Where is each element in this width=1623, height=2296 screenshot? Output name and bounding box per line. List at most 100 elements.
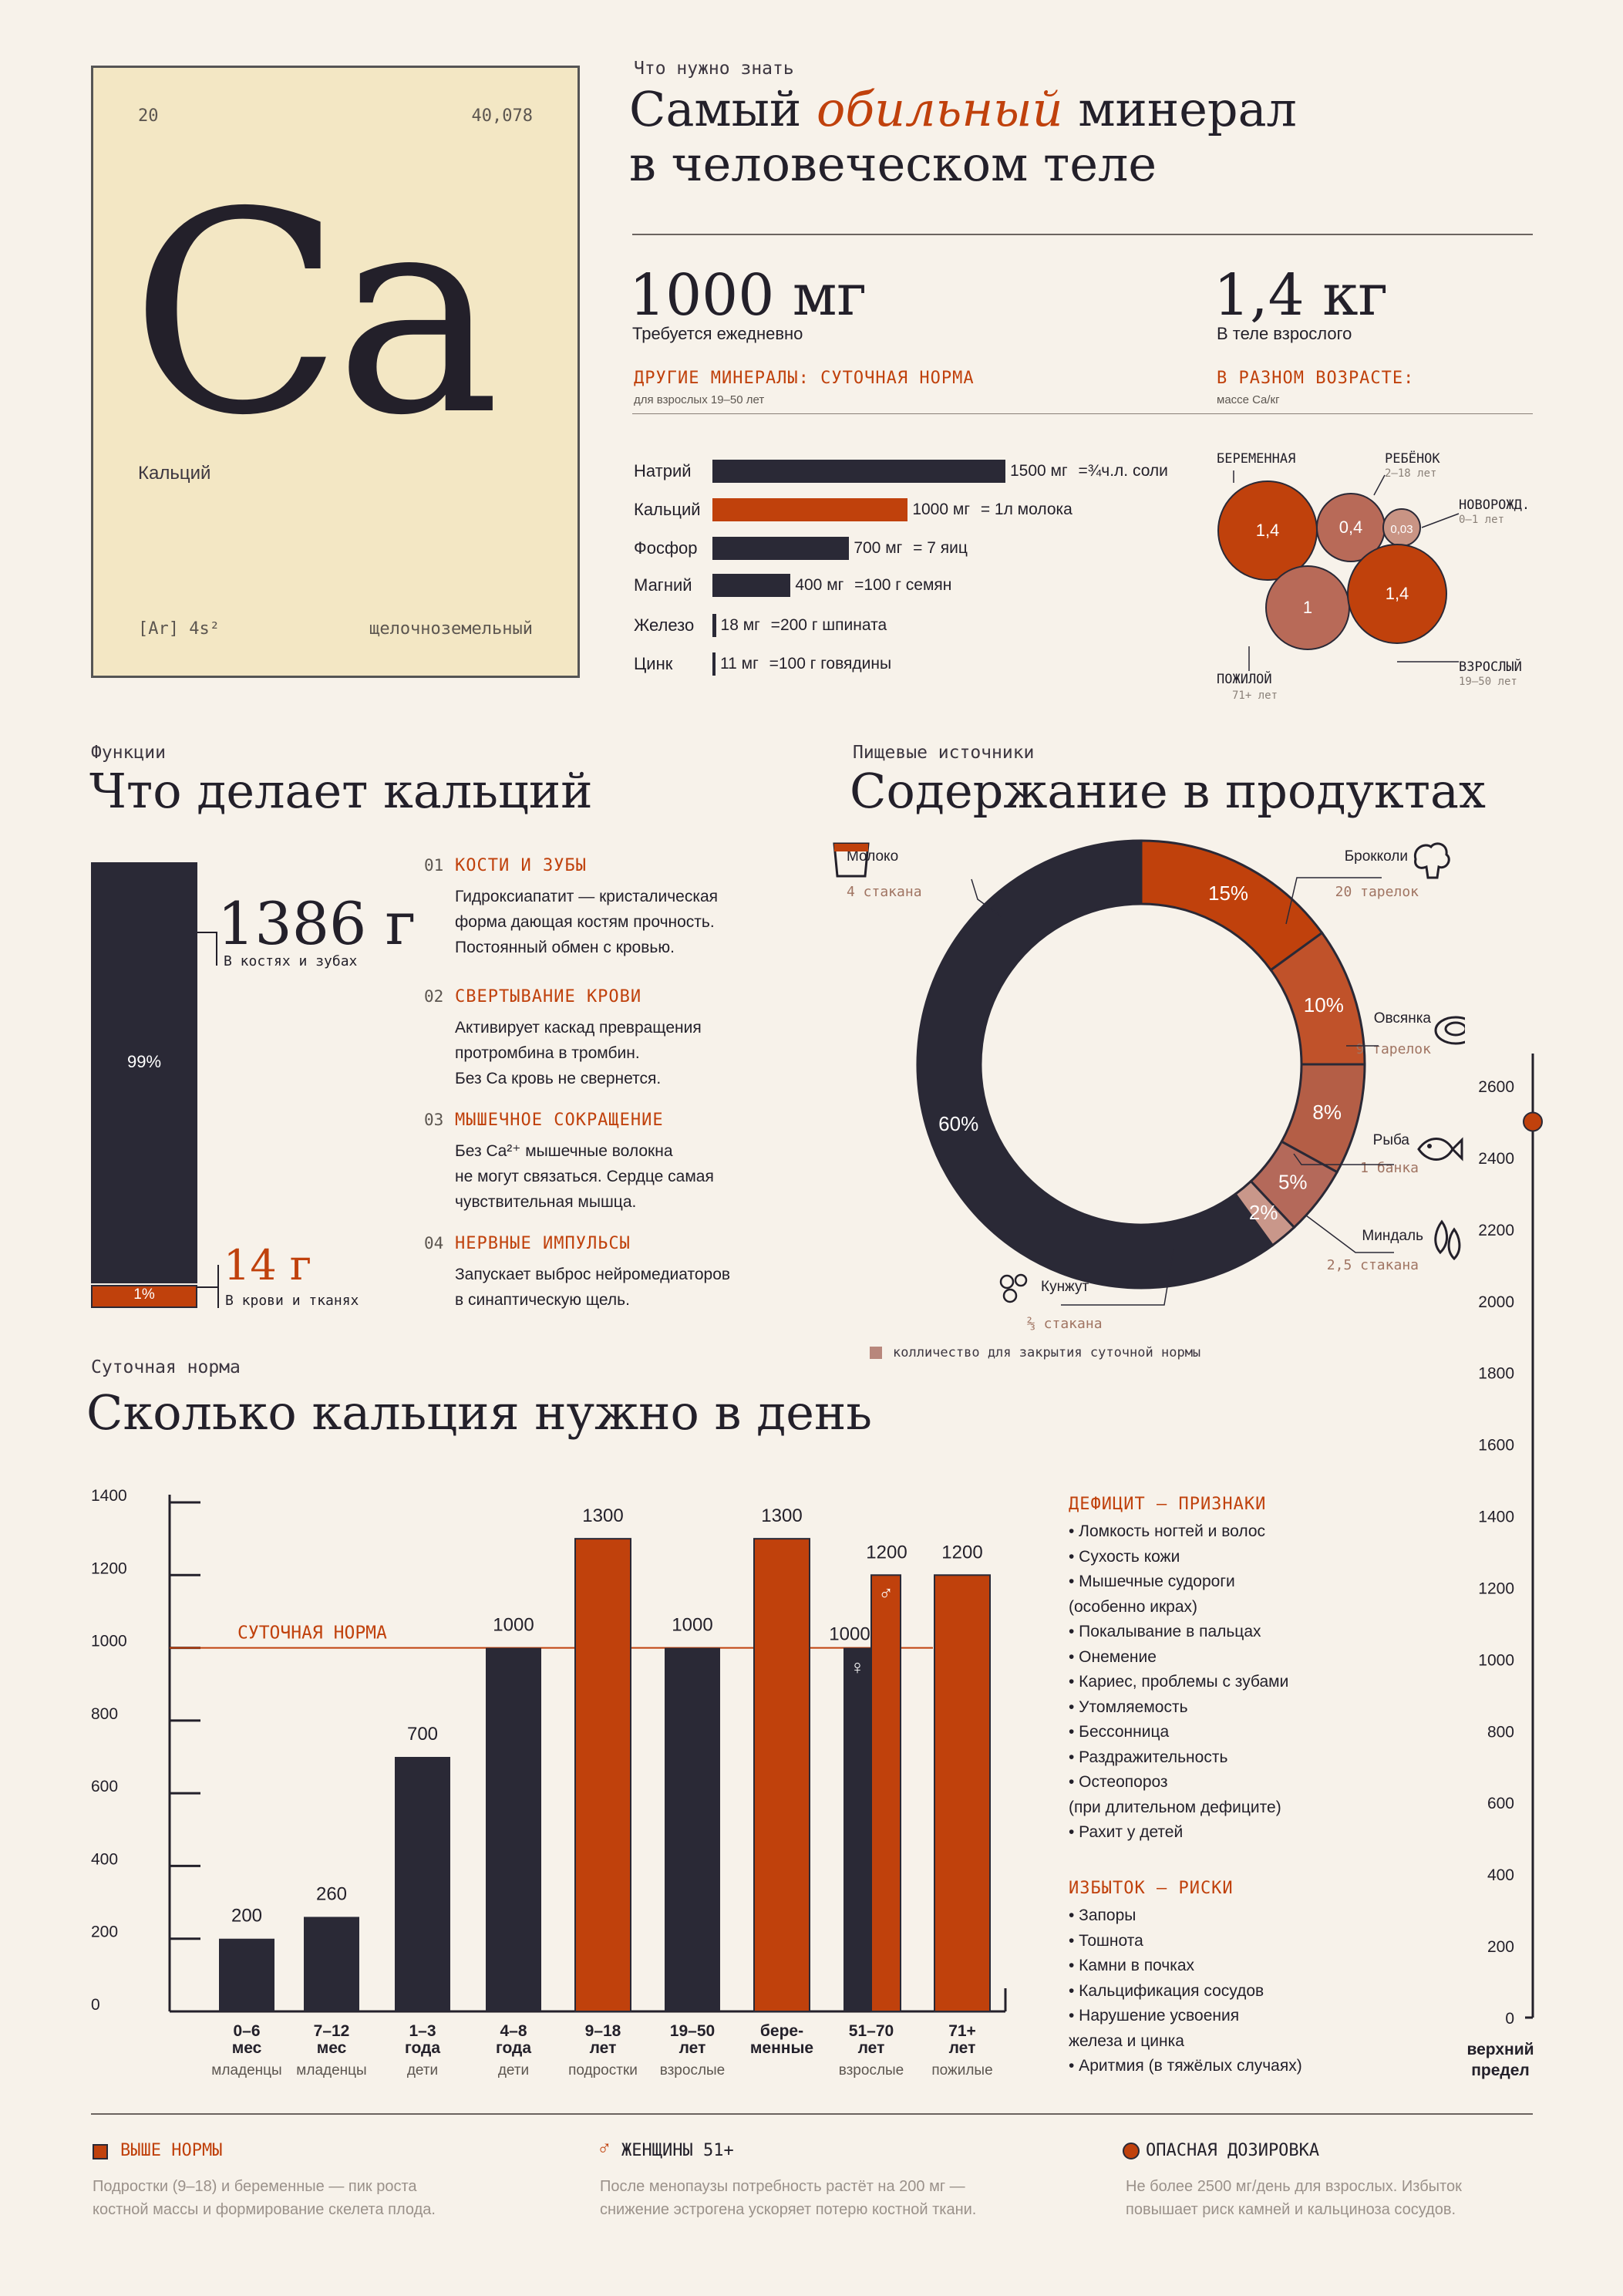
bones-label: В костях и зубах <box>224 953 358 969</box>
almond-icon <box>1434 1219 1461 1261</box>
bubble-label: НОВОРОЖД. <box>1459 497 1527 513</box>
excess-item: • Запоры <box>1069 1907 1136 1924</box>
function-text: форма дающая костям прочность. <box>455 913 715 931</box>
category-label: года <box>496 2039 531 2057</box>
bubble-label: РЕБЁНОК <box>1385 450 1440 467</box>
footer-col3-head: ОПАСНАЯ ДОЗИРОВКА <box>1146 2141 1320 2160</box>
limit-tick-label: 400 <box>1487 1866 1514 1884</box>
sesame-seed <box>999 1274 1015 1290</box>
function-number: 02 <box>424 987 444 1006</box>
mineral-name: Магний <box>634 575 692 595</box>
function-text: Гидроксиапатит — кристалическая <box>455 888 719 905</box>
donut-slice <box>1140 839 1324 972</box>
almond-shape <box>1447 1227 1461 1261</box>
mineral-mg: 400 мг <box>795 576 844 594</box>
element-group: щелочноземельный <box>369 619 533 639</box>
upper-limit-label: верхний предел <box>1450 2039 1551 2081</box>
page-title: Самый обильный минерал в человеческом те… <box>629 82 1554 192</box>
function-text: Постоянный обмен с кровью. <box>455 939 675 956</box>
donut-slice <box>1234 1179 1296 1247</box>
minerals-heading: ДРУГИЕ МИНЕРАЛЫ: СУТОЧНАЯ НОРМА <box>634 369 975 388</box>
bones-connector <box>197 932 217 933</box>
food-label-1: Молоко 4 стакана <box>833 842 1002 917</box>
ages-heading: В РАЗНОМ ВОЗРАСТЕ: <box>1217 369 1415 388</box>
footer-col1-head: ВЫШЕ НОРМЫ <box>120 2141 223 2160</box>
footer-col1-text2: костной массы и формирование скелета пло… <box>93 2201 436 2218</box>
sesame-seed <box>1002 1288 1018 1303</box>
y-tick-label: 0 <box>91 1996 100 2014</box>
daily-kicker: Суточная норма <box>91 1357 241 1377</box>
bubble-value: 0,03 <box>1390 523 1413 536</box>
food-label-3: Овсянка 9 тарелок <box>1346 1010 1465 1057</box>
mineral-value: 11 мг =100 г говядины <box>720 655 891 673</box>
title-part2: минерал <box>1062 81 1297 137</box>
footer-col2-text2: снижение эстрогена ускоряет потерю костн… <box>600 2201 977 2218</box>
category-label: 9–18 <box>585 2022 621 2040</box>
limit-tick-label: 1600 <box>1478 1437 1514 1455</box>
element-name: Кальций <box>138 463 211 484</box>
category-sublabel: младенцы <box>211 2062 281 2079</box>
function-text: чувствительная мышца. <box>455 1193 637 1211</box>
excess-heading: ИЗБЫТОК — РИСКИ <box>1069 1879 1234 1898</box>
circle-icon <box>1123 2143 1140 2159</box>
food-label-5: Миндаль 2,5 стакана <box>1305 1215 1461 1273</box>
bowl-icon <box>1434 1016 1465 1045</box>
daily-title: Сколько кальция нужно в день <box>86 1384 873 1441</box>
function-text: в синаптическую щель. <box>455 1291 630 1309</box>
minerals-chart: Натрий 1500 мг =¾ч.л. соли Кальций 1000 мг … <box>632 447 1187 694</box>
category-label: 7–12 <box>314 2022 350 2040</box>
y-tick-label: 1000 <box>91 1633 127 1650</box>
bar-female <box>843 1647 871 2011</box>
body-label: В теле взрослого <box>1217 324 1352 343</box>
mineral-bar <box>712 574 791 597</box>
category-label: лет <box>949 2039 976 2057</box>
category-label: менные <box>750 2039 813 2057</box>
function-number: 03 <box>424 1111 444 1129</box>
category-label: лет <box>679 2039 706 2057</box>
functions-list: 01 КОСТИ И ЗУБЫ Гидроксиапатит — кристалич… <box>424 856 810 1319</box>
mineral-name: Железо <box>634 615 695 635</box>
category-label: мес <box>317 2039 347 2057</box>
food-leader <box>1061 1249 1174 1306</box>
age-bubble: 1,4 БЕРЕМЕННАЯ <box>1217 451 1318 581</box>
mineral-bar <box>712 537 850 560</box>
bones-bar <box>91 862 197 1283</box>
limit-tick-label: 2000 <box>1478 1293 1514 1311</box>
mineral-name: Фосфор <box>634 538 698 558</box>
footer-col3-text1: Не более 2500 мг/день для взрослых. Избы… <box>1126 2178 1462 2195</box>
functions-kicker: Функции <box>91 743 166 763</box>
mineral-value: 1000 мг = 1л молока <box>912 501 1072 519</box>
bowl-inner <box>1444 1021 1465 1037</box>
food-label-4: Рыба 1 банка <box>1293 1132 1463 1176</box>
sources-kicker: Пищевые источники <box>853 743 1035 763</box>
mineral-value: 1500 мг =¾ч.л. соли <box>1010 462 1168 480</box>
category-label: 19–50 <box>670 2022 715 2040</box>
function-title: НЕРВНЫЕ ИМПУЛЬСЫ <box>455 1234 631 1253</box>
category-sublabel: взрослые <box>839 2062 904 2079</box>
deficit-item: • Утомляемость <box>1069 1698 1188 1716</box>
donut-label: 8% <box>1312 1101 1342 1124</box>
electron-config: [Ar] 4s² <box>138 619 220 639</box>
category-label: лет <box>858 2039 885 2057</box>
functions-title: Что делает кальций <box>89 763 593 819</box>
mineral-equivalent: = 7 яиц <box>908 539 968 557</box>
function-number: 01 <box>424 856 444 875</box>
bubble-value: 1,4 <box>1386 584 1409 603</box>
function-text: протромбина в тромбин. <box>455 1044 640 1062</box>
fish-shape <box>1417 1137 1463 1161</box>
bones-value: 1386 г <box>217 889 416 958</box>
mineral-bar <box>712 614 716 637</box>
bar <box>395 1757 450 2011</box>
bar-value-label: 1000 <box>493 1615 534 1636</box>
category-sublabel: младенцы <box>296 2062 366 2079</box>
male-symbol-icon: ♂ <box>597 2136 612 2159</box>
limit-tick-label: 200 <box>1487 1938 1514 1956</box>
title-part1: Самый <box>629 81 817 137</box>
y-tick-label: 1200 <box>91 1559 127 1577</box>
donut-label: 5% <box>1278 1171 1308 1194</box>
